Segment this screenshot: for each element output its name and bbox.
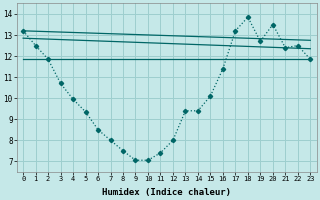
X-axis label: Humidex (Indice chaleur): Humidex (Indice chaleur) [102, 188, 231, 197]
